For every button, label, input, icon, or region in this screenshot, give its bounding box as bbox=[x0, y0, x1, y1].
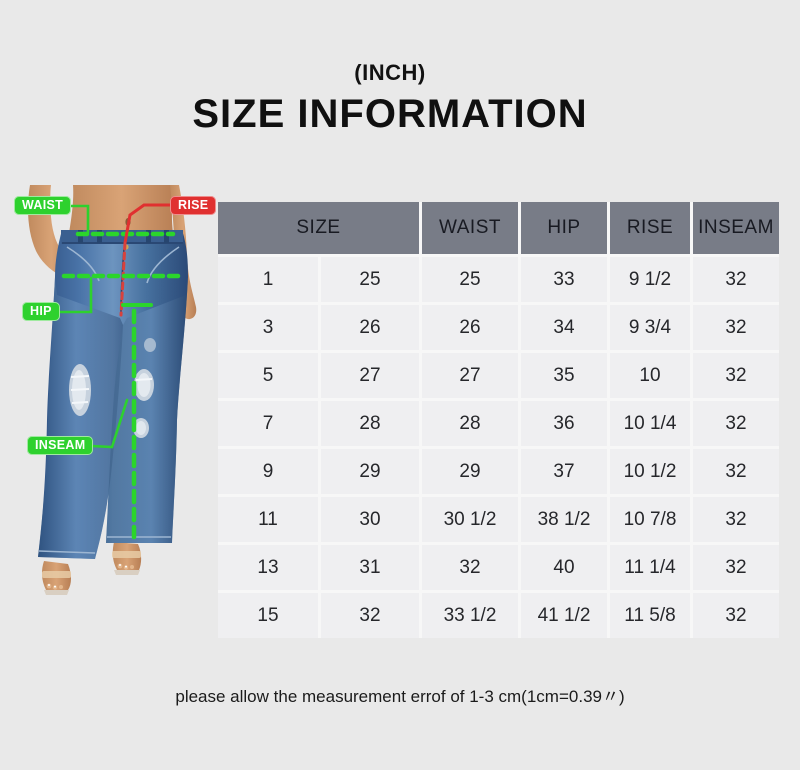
cell-waist: 27 bbox=[422, 353, 518, 398]
unit-label: (INCH) bbox=[354, 60, 426, 85]
column-header-inseam: INSEAM bbox=[693, 202, 779, 254]
cell-hip: 35 bbox=[521, 353, 607, 398]
cell-size: 13 bbox=[218, 545, 318, 590]
hip-connector-line bbox=[58, 276, 93, 314]
rise-label: RISE bbox=[170, 196, 217, 215]
cell-waist: 25 bbox=[422, 257, 518, 302]
rise-connector-line bbox=[123, 203, 174, 245]
cell-inseam: 32 bbox=[693, 401, 779, 446]
jeans-illustration bbox=[28, 185, 197, 595]
cell-hip: 38 1/2 bbox=[521, 497, 607, 542]
cell-size: 1 bbox=[218, 257, 318, 302]
waist-label: WAIST bbox=[14, 196, 72, 215]
waist-connector-line bbox=[64, 204, 90, 234]
column-header-hip: HIP bbox=[521, 202, 607, 254]
cell-rise: 10 bbox=[610, 353, 690, 398]
cell-rise: 9 3/4 bbox=[610, 305, 690, 350]
cell-size: 7 bbox=[218, 401, 318, 446]
cell-hip: 34 bbox=[521, 305, 607, 350]
column-header-size: SIZE bbox=[218, 202, 419, 254]
cell-hip: 36 bbox=[521, 401, 607, 446]
column-header-waist: WAIST bbox=[422, 202, 518, 254]
cell-size: 9 bbox=[218, 449, 318, 494]
cell-waist: 30 1/2 bbox=[422, 497, 518, 542]
cell-hip: 37 bbox=[521, 449, 607, 494]
cell-inseam: 32 bbox=[693, 545, 779, 590]
jeans bbox=[38, 230, 188, 559]
cell-rise: 9 1/2 bbox=[610, 257, 690, 302]
cell-waist: 33 1/2 bbox=[422, 593, 518, 638]
cell-inseam: 32 bbox=[693, 353, 779, 398]
cell-rise: 11 5/8 bbox=[610, 593, 690, 638]
cell-hip: 33 bbox=[521, 257, 607, 302]
jeans-measurement-figure: WAIST RISE HIP INSEAM bbox=[0, 185, 230, 625]
measurement-error-note: please allow the measurement errof of 1-… bbox=[175, 687, 625, 706]
cell-rise: 10 7/8 bbox=[610, 497, 690, 542]
cell-inseam: 32 bbox=[693, 593, 779, 638]
cell-waist: 32 bbox=[422, 545, 518, 590]
cell-size-alt: 29 bbox=[321, 449, 419, 494]
cell-size-alt: 25 bbox=[321, 257, 419, 302]
cell-size: 11 bbox=[218, 497, 318, 542]
cell-hip: 41 1/2 bbox=[521, 593, 607, 638]
cell-size-alt: 30 bbox=[321, 497, 419, 542]
cell-waist: 28 bbox=[422, 401, 518, 446]
inseam-connector-line bbox=[90, 398, 129, 449]
cell-inseam: 32 bbox=[693, 497, 779, 542]
inseam-label: INSEAM bbox=[27, 436, 94, 455]
column-header-rise: RISE bbox=[610, 202, 690, 254]
cell-size-alt: 26 bbox=[321, 305, 419, 350]
cell-size: 15 bbox=[218, 593, 318, 638]
size-table: SIZE WAIST HIP RISE INSEAM 1 25 25 33 9 … bbox=[218, 202, 779, 638]
page-title: SIZE INFORMATION bbox=[192, 92, 588, 136]
hip-label: HIP bbox=[22, 302, 60, 321]
cell-waist: 29 bbox=[422, 449, 518, 494]
sandals bbox=[41, 542, 142, 595]
cell-size: 5 bbox=[218, 353, 318, 398]
cell-rise: 10 1/4 bbox=[610, 401, 690, 446]
cell-size-alt: 27 bbox=[321, 353, 419, 398]
cell-size-alt: 32 bbox=[321, 593, 419, 638]
cell-rise: 10 1/2 bbox=[610, 449, 690, 494]
cell-size: 3 bbox=[218, 305, 318, 350]
cell-hip: 40 bbox=[521, 545, 607, 590]
cell-inseam: 32 bbox=[693, 305, 779, 350]
cell-rise: 11 1/4 bbox=[610, 545, 690, 590]
cell-inseam: 32 bbox=[693, 257, 779, 302]
cell-size-alt: 28 bbox=[321, 401, 419, 446]
cell-inseam: 32 bbox=[693, 449, 779, 494]
rise-guide-line bbox=[119, 241, 127, 317]
cell-size-alt: 31 bbox=[321, 545, 419, 590]
cell-waist: 26 bbox=[422, 305, 518, 350]
